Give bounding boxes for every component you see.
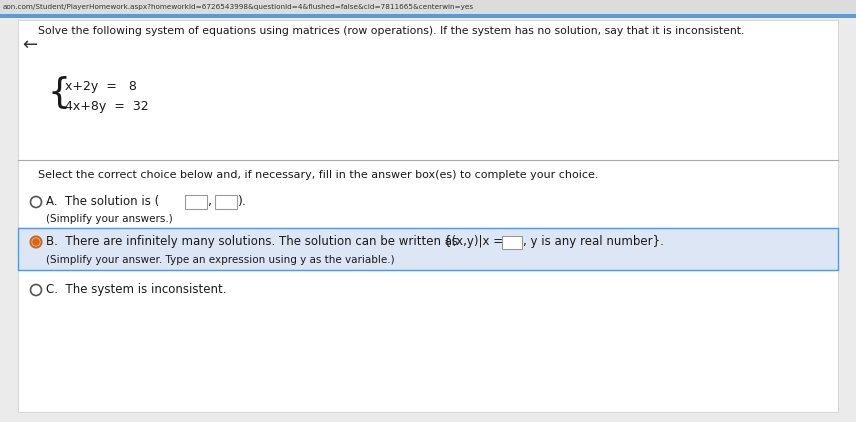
Text: ,: , bbox=[208, 195, 212, 208]
Text: (Simplify your answers.): (Simplify your answers.) bbox=[46, 214, 173, 224]
Text: 4x+8y  =  32: 4x+8y = 32 bbox=[65, 100, 149, 113]
Text: B.  There are infinitely many solutions. The solution can be written as: B. There are infinitely many solutions. … bbox=[46, 235, 462, 249]
Text: C.  The system is inconsistent.: C. The system is inconsistent. bbox=[46, 284, 227, 297]
Text: Solve the following system of equations using matrices (row operations). If the : Solve the following system of equations … bbox=[38, 26, 745, 36]
Bar bbox=[502, 235, 522, 249]
Text: , y is any real number}.: , y is any real number}. bbox=[523, 235, 664, 249]
Text: {: { bbox=[48, 76, 71, 110]
Bar bbox=[185, 195, 207, 209]
Text: ←: ← bbox=[22, 36, 37, 54]
Bar bbox=[0, 0, 856, 14]
Bar bbox=[0, 14, 856, 18]
Text: ).: ). bbox=[238, 195, 247, 208]
Bar bbox=[215, 195, 237, 209]
Text: Select the correct choice below and, if necessary, fill in the answer box(es) to: Select the correct choice below and, if … bbox=[38, 170, 598, 180]
Text: (Simplify your answer. Type an expression using y as the variable.): (Simplify your answer. Type an expressio… bbox=[46, 255, 395, 265]
Text: {(x,y)|x =: {(x,y)|x = bbox=[444, 235, 503, 249]
Bar bbox=[18, 228, 838, 270]
Text: aon.com/Student/PlayerHomework.aspx?homeworkId=6726543998&questionId=4&flushed=f: aon.com/Student/PlayerHomework.aspx?home… bbox=[3, 4, 474, 10]
Text: A.  The solution is (: A. The solution is ( bbox=[46, 195, 159, 208]
Circle shape bbox=[33, 238, 39, 246]
Text: x+2y  =   8: x+2y = 8 bbox=[65, 80, 137, 93]
